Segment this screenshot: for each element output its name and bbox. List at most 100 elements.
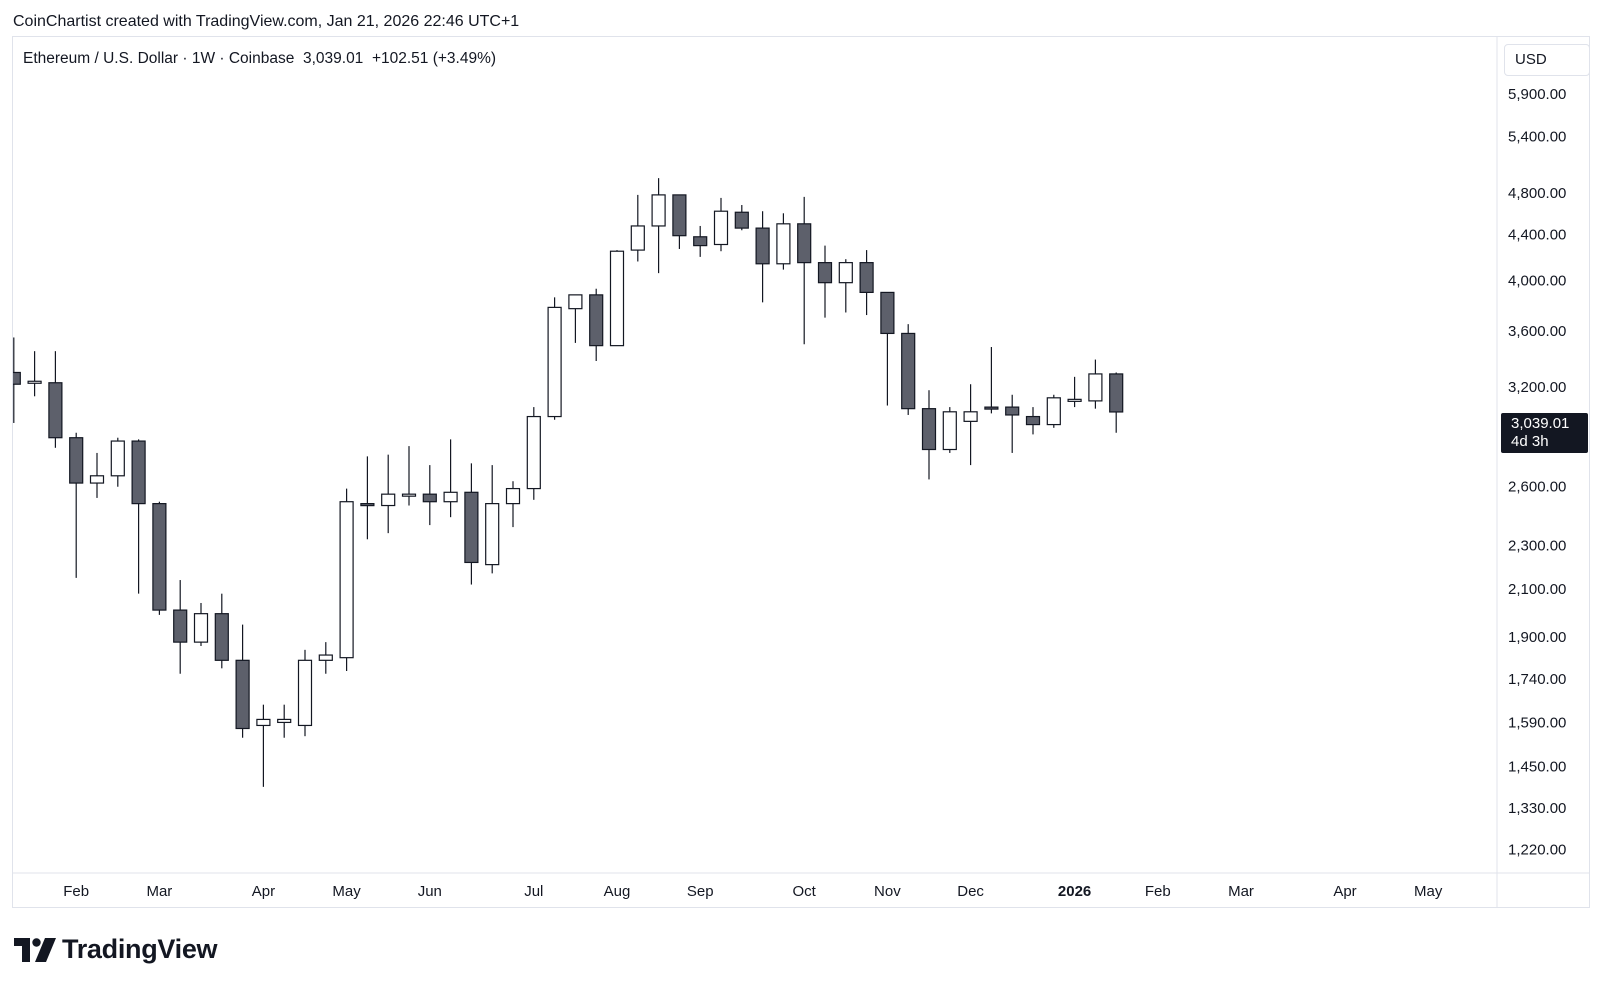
candle[interactable] — [776, 213, 791, 270]
price-tick-label: 5,900.00 — [1508, 86, 1566, 103]
candle-body-up — [297, 659, 313, 727]
candle[interactable] — [693, 225, 708, 257]
candle[interactable] — [131, 439, 146, 594]
candle[interactable] — [277, 704, 292, 738]
candle[interactable] — [485, 465, 500, 574]
candle[interactable] — [48, 351, 63, 448]
candle-body-down — [755, 227, 770, 265]
chart-frame — [12, 36, 1590, 908]
candle[interactable] — [1067, 376, 1082, 408]
candle[interactable] — [422, 465, 437, 526]
candle[interactable] — [755, 211, 770, 303]
candle[interactable] — [1005, 394, 1020, 453]
candle-body-up — [193, 613, 209, 643]
candle-body-up — [339, 501, 354, 659]
candle[interactable] — [1046, 394, 1061, 428]
candle-body-up — [1067, 398, 1082, 402]
candle[interactable] — [589, 288, 604, 361]
chart-credit: CoinChartist created with TradingView.co… — [13, 13, 520, 30]
candle[interactable] — [984, 347, 999, 414]
candle[interactable] — [1109, 372, 1124, 433]
candle[interactable] — [880, 291, 895, 406]
symbol-name: Ethereum / U.S. Dollar · 1W · Coinbase — [23, 50, 295, 67]
candle[interactable] — [173, 580, 188, 674]
candle[interactable] — [859, 250, 874, 316]
candle[interactable] — [110, 437, 125, 487]
price-tick-label: 1,220.00 — [1508, 841, 1566, 858]
candle[interactable] — [630, 194, 645, 262]
time-tick-label: Feb — [1145, 883, 1171, 900]
candle-body-down — [131, 440, 146, 505]
candle[interactable] — [381, 454, 396, 534]
candle[interactable] — [609, 250, 625, 347]
price-tick-label: 1,900.00 — [1508, 629, 1566, 646]
candle[interactable] — [901, 324, 916, 415]
candle[interactable] — [526, 407, 541, 500]
candle[interactable] — [297, 649, 313, 737]
candle[interactable] — [256, 704, 271, 787]
candle[interactable] — [921, 390, 937, 480]
symbol-info: Ethereum / U.S. Dollar · 1W · Coinbase 3… — [23, 50, 496, 68]
candle-body-up — [110, 440, 125, 477]
candle[interactable] — [672, 194, 687, 249]
candle-body-down — [734, 211, 749, 229]
candle[interactable] — [401, 446, 417, 506]
candle-body-down — [48, 382, 63, 439]
candle[interactable] — [817, 245, 833, 318]
time-tick-label: May — [332, 883, 361, 900]
candle[interactable] — [942, 407, 957, 453]
candle-body-up — [89, 475, 105, 484]
candle[interactable] — [193, 602, 209, 646]
candle-body-up — [1046, 397, 1061, 426]
candle[interactable] — [443, 439, 458, 518]
candle[interactable] — [360, 456, 375, 540]
candle[interactable] — [235, 624, 250, 738]
candle[interactable] — [69, 432, 84, 578]
candle[interactable] — [7, 337, 21, 423]
price-tick-label: 4,800.00 — [1508, 185, 1566, 202]
candle[interactable] — [651, 178, 666, 274]
candle-body-down — [152, 503, 167, 611]
candle-body-down — [921, 408, 937, 451]
candle-body-down — [13, 371, 21, 385]
candle-body-up — [443, 491, 458, 503]
candle-body-up — [568, 294, 583, 310]
last-price-label: 3,039.01 4d 3h — [1501, 413, 1588, 453]
candle-body-down — [422, 493, 437, 503]
candle-body-down — [1005, 406, 1020, 416]
candle[interactable] — [89, 452, 105, 498]
candle[interactable] — [547, 297, 562, 420]
candle-body-down — [464, 491, 479, 564]
time-tick-label: Jun — [418, 883, 442, 900]
price-tick-label: 5,400.00 — [1508, 128, 1566, 145]
candle[interactable] — [797, 196, 812, 345]
candle[interactable] — [464, 463, 479, 585]
tradingview-logo[interactable]: TradingView — [14, 934, 218, 965]
time-tick-label: Mar — [146, 883, 172, 900]
candle[interactable] — [713, 197, 729, 252]
candle[interactable] — [1088, 359, 1103, 409]
time-tick-label: Sep — [687, 883, 714, 900]
candle[interactable] — [214, 593, 229, 669]
candle[interactable] — [734, 205, 749, 231]
candle-body-down — [360, 503, 375, 507]
candle-body-up — [776, 223, 791, 265]
candle-body-down — [672, 194, 687, 237]
candle[interactable] — [963, 384, 978, 466]
candle-body-down — [817, 262, 833, 284]
price-tick-label: 4,000.00 — [1508, 272, 1566, 289]
candle[interactable] — [838, 259, 853, 313]
candle[interactable] — [318, 642, 333, 674]
candle[interactable] — [1025, 407, 1041, 435]
candle[interactable] — [27, 351, 42, 397]
candle[interactable] — [568, 294, 583, 343]
time-tick-label: Oct — [793, 883, 817, 900]
candle[interactable] — [152, 501, 167, 615]
candle[interactable] — [505, 481, 521, 528]
time-tick-label: Apr — [1333, 883, 1356, 900]
currency-selector[interactable]: USD — [1504, 44, 1590, 76]
last-price-label-value: 3,039.01 — [1511, 415, 1570, 432]
candle[interactable] — [339, 488, 354, 672]
price-tick-label: 1,330.00 — [1508, 800, 1566, 817]
